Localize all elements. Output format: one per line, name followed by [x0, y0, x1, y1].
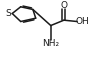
Text: S: S: [5, 9, 11, 18]
Text: O: O: [60, 1, 67, 10]
Text: OH: OH: [75, 17, 89, 26]
Text: NH₂: NH₂: [42, 39, 59, 48]
